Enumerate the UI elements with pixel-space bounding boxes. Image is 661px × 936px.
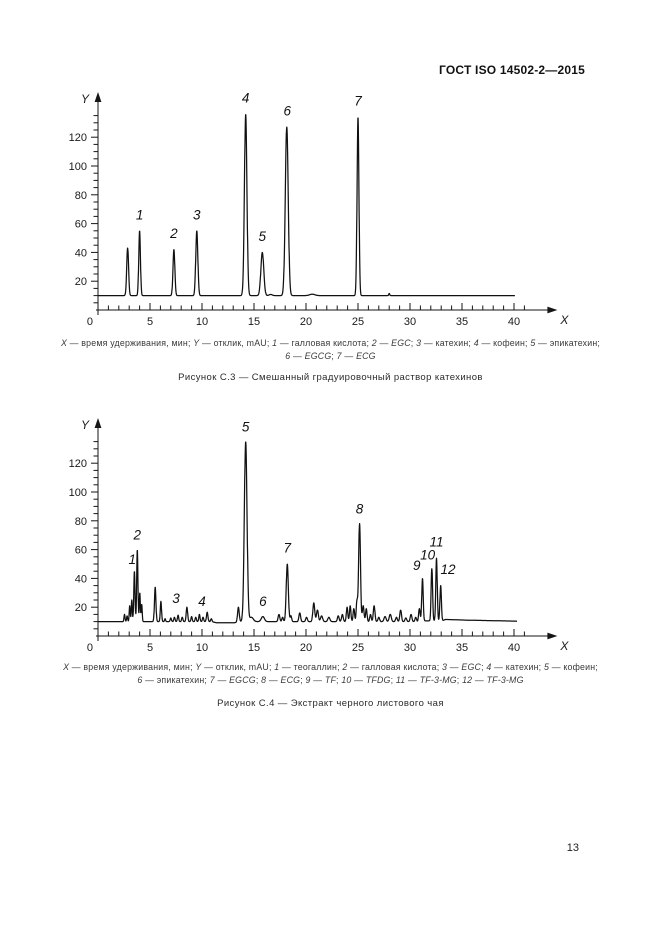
svg-text:9: 9 bbox=[413, 558, 421, 573]
svg-text:10: 10 bbox=[196, 316, 208, 328]
legend-line: 6 — EGCG; 7 — ECG bbox=[285, 351, 376, 361]
svg-text:15: 15 bbox=[248, 316, 260, 328]
svg-text:3: 3 bbox=[172, 591, 180, 606]
svg-text:Y: Y bbox=[81, 418, 90, 432]
svg-text:10: 10 bbox=[420, 548, 436, 563]
svg-text:20: 20 bbox=[75, 602, 87, 614]
svg-text:7: 7 bbox=[354, 94, 362, 109]
svg-text:100: 100 bbox=[69, 161, 87, 173]
svg-text:80: 80 bbox=[75, 516, 87, 528]
svg-text:0: 0 bbox=[87, 316, 93, 328]
svg-text:5: 5 bbox=[147, 316, 153, 328]
svg-text:X: X bbox=[559, 639, 569, 653]
svg-text:4: 4 bbox=[198, 594, 206, 609]
svg-text:8: 8 bbox=[356, 502, 364, 517]
figure-c3-title: Рисунок С.3 — Смешанный градуировочный р… bbox=[178, 372, 483, 383]
svg-text:35: 35 bbox=[456, 642, 468, 654]
svg-text:12: 12 bbox=[440, 562, 456, 577]
svg-text:15: 15 bbox=[248, 642, 260, 654]
svg-text:35: 35 bbox=[456, 316, 468, 328]
svg-text:20: 20 bbox=[300, 642, 312, 654]
svg-text:60: 60 bbox=[75, 545, 87, 557]
svg-text:10: 10 bbox=[196, 642, 208, 654]
document-header: ГОСТ ISO 14502-2—2015 bbox=[439, 63, 585, 77]
svg-text:40: 40 bbox=[508, 316, 520, 328]
svg-text:2: 2 bbox=[133, 528, 142, 543]
svg-text:60: 60 bbox=[75, 219, 87, 231]
legend-line: X — время удерживания, мин; Y — отклик, … bbox=[60, 338, 601, 348]
svg-text:80: 80 bbox=[75, 190, 87, 202]
figure-c4-title: Рисунок С.4 — Экстракт черного листового… bbox=[217, 698, 444, 709]
svg-text:1: 1 bbox=[136, 207, 144, 222]
svg-text:100: 100 bbox=[69, 487, 87, 499]
svg-text:120: 120 bbox=[69, 458, 87, 470]
svg-text:120: 120 bbox=[69, 132, 87, 144]
svg-text:6: 6 bbox=[259, 594, 267, 609]
svg-text:40: 40 bbox=[75, 247, 87, 259]
svg-text:X: X bbox=[559, 313, 569, 327]
svg-text:11: 11 bbox=[430, 535, 444, 550]
svg-text:5: 5 bbox=[259, 229, 267, 244]
svg-text:2: 2 bbox=[169, 226, 178, 241]
svg-text:1: 1 bbox=[129, 552, 137, 567]
legend-line: X — время удерживания, мин; Y — отклик, … bbox=[63, 662, 598, 672]
svg-text:5: 5 bbox=[242, 420, 250, 435]
svg-text:20: 20 bbox=[300, 316, 312, 328]
svg-text:4: 4 bbox=[242, 91, 250, 106]
svg-text:20: 20 bbox=[75, 276, 87, 288]
page-number: 13 bbox=[566, 842, 579, 854]
svg-text:25: 25 bbox=[352, 642, 364, 654]
svg-text:Y: Y bbox=[81, 92, 90, 106]
svg-text:40: 40 bbox=[508, 642, 520, 654]
figure-c4-legend: X — время удерживания, мин; Y — отклик, … bbox=[30, 661, 631, 687]
svg-text:5: 5 bbox=[147, 642, 153, 654]
svg-text:30: 30 bbox=[404, 642, 416, 654]
svg-text:30: 30 bbox=[404, 316, 416, 328]
svg-text:7: 7 bbox=[284, 540, 292, 555]
svg-text:3: 3 bbox=[193, 207, 201, 222]
svg-text:6: 6 bbox=[284, 104, 292, 119]
figure-c3-legend: X — время удерживания, мин; Y — отклик, … bbox=[30, 337, 631, 363]
svg-text:0: 0 bbox=[87, 642, 93, 654]
legend-line: 6 — эпикатехин; 7 — EGCG; 8 — ECG; 9 — T… bbox=[137, 675, 524, 685]
svg-text:25: 25 bbox=[352, 316, 364, 328]
svg-text:40: 40 bbox=[75, 573, 87, 585]
